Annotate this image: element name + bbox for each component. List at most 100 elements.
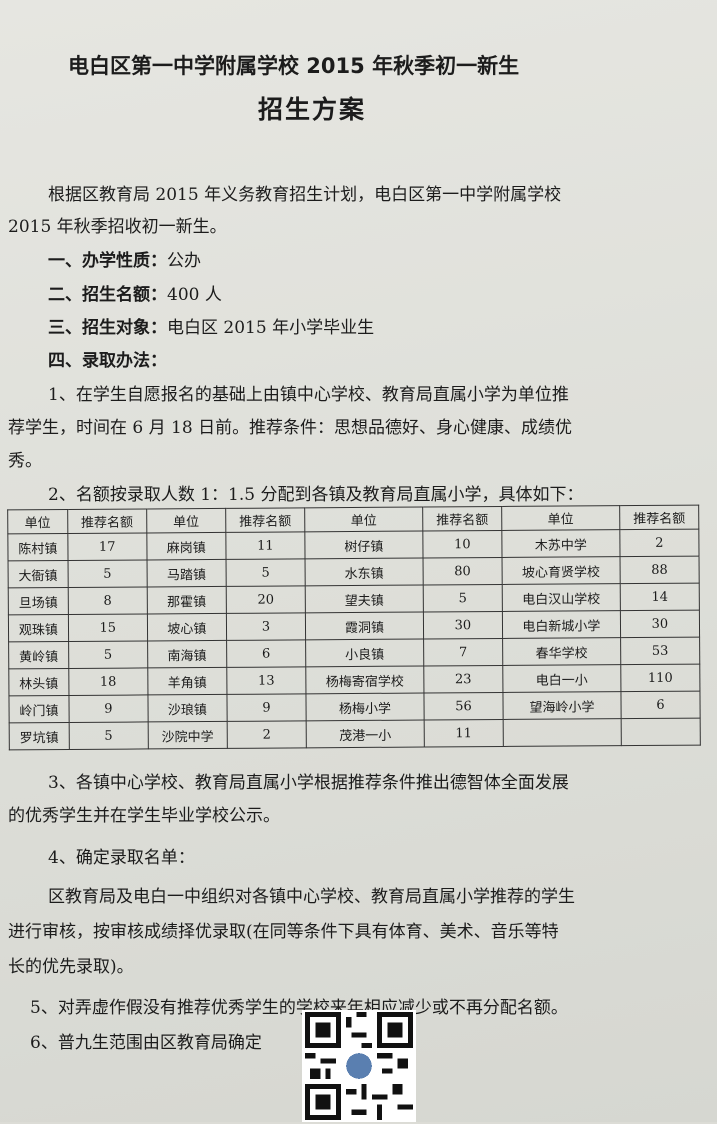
- unit-cell: 大衙镇: [8, 560, 68, 588]
- paragraph-line: 6、普九生范围由区教育局确定: [30, 1033, 262, 1053]
- quota-cell: 53: [620, 637, 700, 665]
- quota-cell: 30: [620, 610, 700, 638]
- unit-cell: 杨梅寄宿学校: [305, 666, 424, 694]
- unit-cell: 黄岭镇: [8, 641, 69, 669]
- unit-cell: 杨梅小学: [305, 693, 425, 721]
- table-header-cell: 推荐名额: [67, 508, 147, 534]
- intro-line: 2015 年秋季招收初一新生。: [8, 217, 227, 237]
- unit-cell: 麻岗镇: [146, 532, 226, 560]
- section-label: 三、招生对象：: [48, 318, 167, 338]
- quota-cell: 2: [227, 720, 307, 749]
- table-header-cell: 单位: [304, 507, 423, 532]
- paragraph-line: 的优秀学生并在学生毕业学校公示。: [8, 806, 280, 826]
- unit-cell: 罗坑镇: [9, 722, 70, 750]
- quota-cell: 20: [226, 585, 306, 614]
- quota-table: 单位 推荐名额 单位 推荐名额 单位 推荐名额 单位 推荐名额 陈村镇 17 麻岗镇 11 树仔镇 10…: [7, 505, 701, 751]
- table-header-cell: 推荐名额: [619, 505, 699, 530]
- section-label: 二、招生名额：: [48, 285, 167, 305]
- paragraph-line: 荐学生，时间在 6 月 18 日前。推荐条件：思想品德好、身心健康、成绩优: [8, 418, 573, 438]
- unit-cell: 林头镇: [8, 668, 69, 696]
- quota-cell: 5: [225, 558, 306, 587]
- quota-cell: 6: [620, 691, 701, 719]
- table-row: 罗坑镇 5 沙院中学 2 茂港一小 11: [9, 718, 701, 750]
- quota-cell: 17: [67, 532, 147, 561]
- quota-cell: 14: [620, 583, 700, 611]
- quota-cell: 11: [225, 531, 306, 560]
- table-header-cell: 单位: [501, 505, 620, 531]
- unit-cell: 坡心镇: [147, 613, 227, 641]
- unit-cell: 树仔镇: [304, 531, 423, 559]
- quota-cell: 6: [226, 639, 306, 668]
- quota-cell: 110: [620, 664, 700, 692]
- quota-cell: 30: [423, 611, 503, 640]
- unit-cell: [503, 718, 622, 747]
- qr-code-icon: [305, 1012, 413, 1120]
- quota-cell: 9: [68, 694, 148, 723]
- quota-cell: 11: [424, 719, 504, 748]
- quota-cell: 2: [619, 529, 700, 557]
- unit-cell: 那霍镇: [147, 586, 227, 614]
- quota-cell: 3: [226, 612, 306, 641]
- unit-cell: 木苏中学: [501, 529, 620, 558]
- unit-cell: 水东镇: [305, 558, 424, 586]
- table-header-cell: 推荐名额: [225, 507, 305, 533]
- unit-cell: 旦场镇: [8, 587, 69, 615]
- paragraph-line: 秀。: [8, 451, 42, 471]
- unit-cell: 沙琅镇: [147, 694, 228, 722]
- paragraph-line: 4、确定录取名单：: [48, 848, 195, 868]
- unit-cell: 望夫镇: [305, 585, 424, 613]
- quota-cell: 9: [226, 693, 307, 722]
- table-header-cell: 单位: [146, 508, 226, 533]
- paragraph-line: 区教育局及电白一中组织对各镇中心学校、教育局直属小学推荐的学生: [48, 887, 575, 907]
- quota-cell: 8: [67, 586, 148, 615]
- document-title: 电白区第一中学附属学校 2015 年秋季初一新生: [68, 54, 520, 78]
- unit-cell: 茂港一小: [306, 720, 425, 748]
- table-header-cell: 推荐名额: [422, 506, 502, 532]
- unit-cell: 羊角镇: [147, 667, 227, 695]
- quota-cell: 56: [423, 692, 504, 721]
- paragraph-line: 2、名额按录取人数 1：1.5 分配到各镇及教育局直属小学，具体如下：: [48, 485, 584, 505]
- unit-cell: 陈村镇: [7, 533, 68, 561]
- quota-cell: 7: [423, 638, 503, 667]
- section-value: 400 人: [167, 285, 222, 305]
- paragraph-line: 1、在学生自愿报名的基础上由镇中心学校、教育局直属小学为单位推: [48, 385, 569, 405]
- section-value: 电白区 2015 年小学毕业生: [167, 318, 375, 338]
- section-value: 公办: [167, 251, 201, 271]
- unit-cell: 坡心育贤学校: [501, 556, 621, 585]
- unit-cell: 电白一小: [502, 664, 621, 693]
- quota-cell: 80: [422, 557, 503, 586]
- qr-code-image: [302, 1010, 416, 1122]
- unit-cell: 南海镇: [147, 640, 227, 668]
- unit-cell: 马踏镇: [146, 559, 227, 587]
- quota-cell: 13: [226, 666, 306, 695]
- quota-cell: 5: [423, 584, 503, 613]
- paragraph-line: 长的优先录取)。: [8, 957, 134, 977]
- quota-cell: 88: [619, 556, 700, 584]
- unit-cell: 岭门镇: [8, 695, 69, 723]
- intro-line: 根据区教育局 2015 年义务教育招生计划，电白区第一中学附属学校: [48, 185, 562, 205]
- unit-cell: 小良镇: [305, 639, 424, 667]
- unit-cell: 望海岭小学: [502, 691, 622, 720]
- document-subtitle: 招生方案: [258, 95, 367, 124]
- section-label: 一、办学性质：: [48, 251, 167, 271]
- unit-cell: 霞洞镇: [305, 612, 424, 640]
- paragraph-line: 5、对弄虚作假没有推荐优秀学生的学校来年相应减少或不再分配名额。: [30, 998, 568, 1018]
- quota-cell: 5: [68, 640, 148, 669]
- section-label: 四、录取办法：: [48, 351, 167, 371]
- quota-cell: 23: [423, 665, 503, 694]
- unit-cell: 电白汉山学校: [502, 583, 621, 612]
- quota-cell: 10: [422, 530, 502, 559]
- table-header-cell: 单位: [7, 509, 68, 534]
- unit-cell: 沙院中学: [147, 721, 228, 749]
- unit-cell: 电白新城小学: [502, 610, 621, 639]
- quota-cell: 15: [68, 613, 148, 642]
- unit-cell: 春华学校: [502, 637, 621, 666]
- quota-cell: 5: [67, 559, 148, 588]
- paragraph-line: 进行审核，按审核成绩择优录取(在同等条件下具有体育、美术、音乐等特: [8, 922, 559, 942]
- unit-cell: 观珠镇: [8, 614, 69, 642]
- quota-cell: [621, 718, 701, 746]
- quota-cell: 18: [68, 667, 148, 696]
- quota-cell: 5: [68, 721, 149, 750]
- paragraph-line: 3、各镇中心学校、教育局直属小学根据推荐条件推出德智体全面发展: [48, 773, 569, 793]
